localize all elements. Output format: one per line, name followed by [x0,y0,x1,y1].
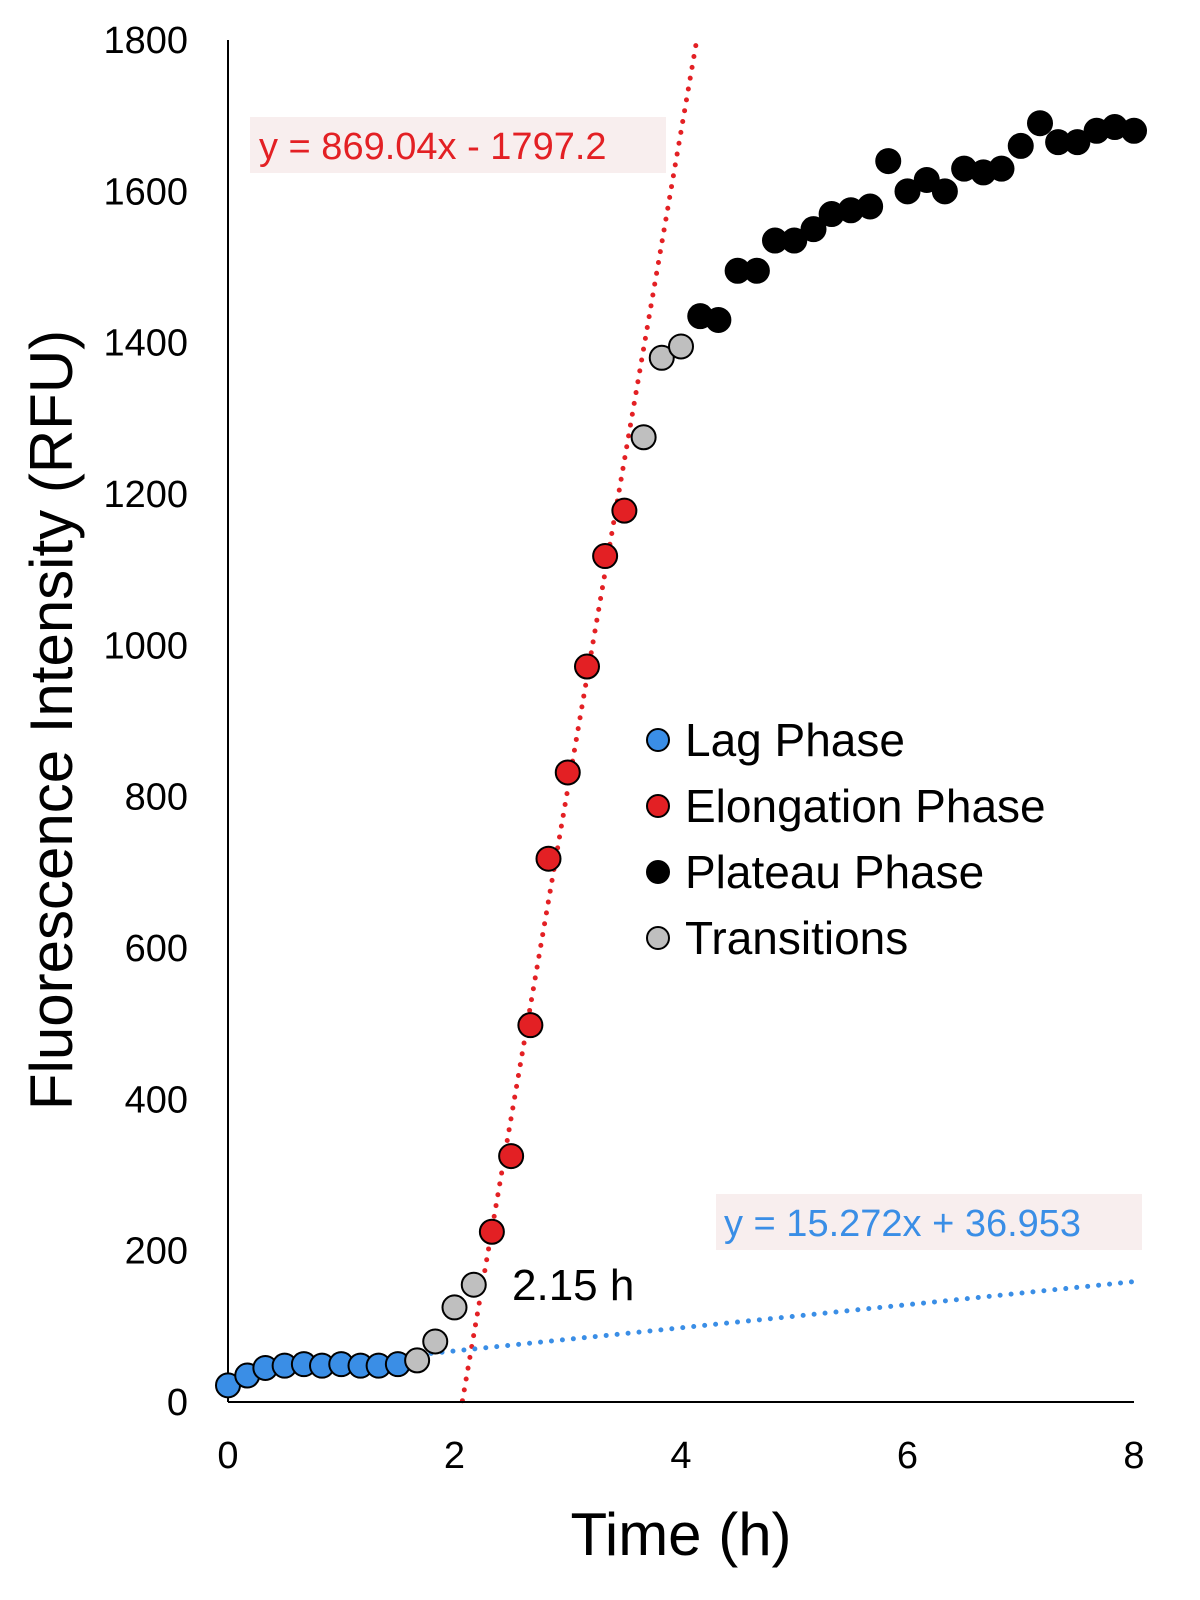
elongation-point [517,1012,544,1039]
transition-point [441,1294,468,1321]
x-tick-labels: 0 2 4 6 8 [217,1435,1144,1477]
y-tick-label: 1800 [103,20,188,62]
elongation-point [478,1218,505,1245]
transition-point [460,1271,487,1298]
plateau-point [931,178,958,205]
plateau-point [1007,132,1034,159]
trendlines [406,37,1137,1404]
lag-fit-line [406,1279,1137,1359]
plateau-point [1121,117,1147,144]
y-tick-labels: 0 200 400 600 800 1000 1200 1400 1600 1800 [103,20,188,1424]
plateau-point [857,193,884,220]
data-points [215,110,1147,1399]
legend-item-plateau: Plateau Phase [646,846,984,898]
legend: Lag Phase Elongation Phase Plateau Phase… [646,714,1046,964]
legend-label-transitions: Transitions [685,912,908,964]
elongation-point [554,759,581,786]
elongation-point [498,1143,525,1170]
onset-time-annotation: 2.15 h [512,1261,634,1310]
legend-label-lag: Lag Phase [685,714,905,766]
legend-marker-lag [646,728,670,752]
legend-item-elongation: Elongation Phase [646,780,1046,832]
plateau-point [1027,110,1054,137]
blue-equation-label: y = 15.272x + 36.953 [724,1203,1081,1245]
y-tick-label: 0 [167,1382,188,1424]
legend-label-elongation: Elongation Phase [685,780,1046,832]
legend-marker-transitions [646,926,670,950]
red-equation-label: y = 869.04x - 1797.2 [259,126,607,168]
y-tick-label: 1200 [103,474,188,516]
transition-point [630,424,657,451]
legend-marker-plateau [646,860,670,884]
plateau-point [743,257,770,284]
red-equation-box [250,117,666,173]
elongation-point [574,653,601,680]
y-tick-label: 600 [125,928,188,970]
elongation-point [535,845,562,872]
plateau-point [800,216,827,243]
legend-item-lag: Lag Phase [646,714,905,766]
x-tick-label: 0 [217,1435,238,1477]
x-tick-label: 4 [670,1435,691,1477]
x-tick-label: 8 [1123,1435,1144,1477]
plateau-point [988,155,1015,182]
transition-point [668,333,694,360]
legend-marker-elongation [646,794,670,818]
legend-label-plateau: Plateau Phase [685,846,984,898]
y-tick-label: 1000 [103,625,188,667]
plateau-point [1064,129,1091,156]
plateau-point [705,306,732,333]
transition-point [648,344,675,371]
y-axis-title: Fluorescence Intensity (RFU) [18,330,85,1110]
y-tick-label: 1600 [103,171,188,213]
plateau-point [875,148,902,175]
y-tick-label: 1400 [103,323,188,365]
transition-point [422,1328,449,1355]
blue-equation-box [716,1194,1142,1250]
x-tick-label: 6 [897,1435,918,1477]
elongation-point [592,543,619,570]
elongation-fit-line [459,37,700,1404]
y-tick-label: 200 [125,1231,188,1273]
legend-item-transitions: Transitions [646,912,908,964]
plateau-point [894,178,921,205]
elongation-point [611,497,638,524]
y-tick-label: 400 [125,1079,188,1121]
plateau-point [781,227,808,254]
y-tick-label: 800 [125,777,188,819]
transition-point [404,1347,431,1374]
x-axis-title: Time (h) [570,1501,791,1568]
x-tick-label: 2 [444,1435,465,1477]
axes [227,40,1134,1403]
